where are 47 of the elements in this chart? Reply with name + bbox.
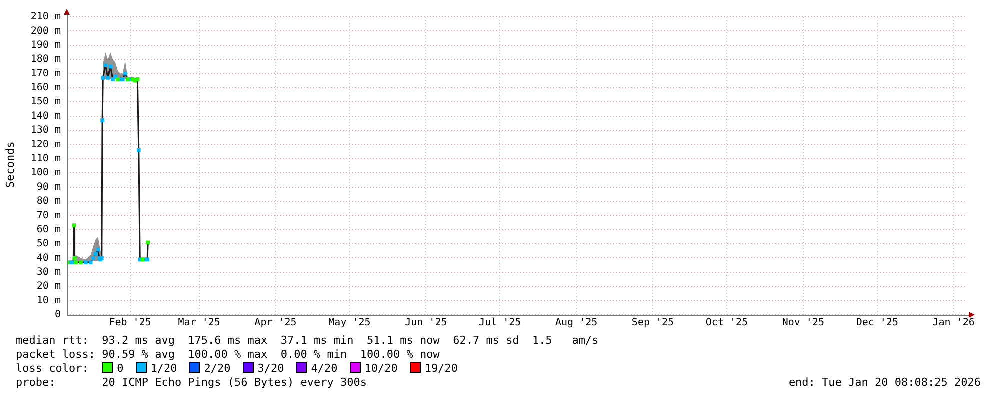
y-tick-label: 150 m	[30, 96, 61, 108]
x-tick-label: Feb '25	[109, 318, 152, 329]
y-tick-label: 130 m	[30, 125, 61, 136]
legend-label: 4/20	[310, 362, 338, 375]
y-tick-label: 70 m	[36, 210, 61, 222]
legend-label: 10/20	[364, 362, 398, 375]
x-tick-label: Nov '25	[782, 318, 825, 329]
legend-label: 1/20	[150, 362, 178, 375]
text: packet loss: 90.59 % avg 100.00 % max 0.00 % min 100.00 % now	[16, 348, 441, 362]
legend-label: 19/20	[424, 362, 458, 375]
x-tick-label: Sep '25	[632, 318, 674, 329]
x-tick-label: May '25	[328, 318, 371, 329]
y-tick-label: 10 m	[36, 295, 61, 306]
x-tick-label: Dec '25	[856, 318, 898, 329]
x-tick-label: Aug '25	[555, 318, 598, 329]
y-tick-label: 180 m	[30, 54, 61, 66]
y-tick-label: 80 m	[36, 196, 61, 208]
legend-label: 3/20	[256, 362, 284, 375]
y-tick-label: 50 m	[36, 238, 61, 250]
x-tick-label: Mar '25	[178, 318, 220, 329]
y-tick-label: 0	[54, 310, 61, 321]
y-tick-label: 200 m	[30, 26, 61, 37]
x-tick-label: Jul '25	[479, 318, 522, 329]
y-tick-label: 160 m	[30, 82, 61, 94]
text: median rtt: 93.2 ms avg 175.6 ms max 37.1 ms min 51.1 ms now 62.7 ms sd 1.5 am/s	[16, 334, 600, 348]
y-tick-label: 60 m	[36, 224, 61, 236]
y-tick-label: 30 m	[36, 267, 61, 278]
y-tick-label: 20 m	[36, 281, 61, 292]
y-tick-label: 190 m	[30, 40, 61, 51]
y-tick-label: 90 m	[36, 182, 61, 193]
legend-label: 0	[116, 362, 124, 375]
y-tick-label: 170 m	[30, 68, 61, 80]
text: probe: 20 ICMP Echo Pings (56 Bytes) every 300s	[16, 376, 367, 389]
x-tick-label: Jan '26	[932, 318, 975, 329]
x-tick-label: Apr '25	[254, 318, 297, 329]
y-tick-label: 110 m	[30, 154, 61, 164]
y-tick-label: 210 m	[30, 12, 61, 23]
legend-label: 2/20	[203, 362, 231, 375]
text: end: Tue Jan 20 08:08:25 2026	[788, 376, 981, 390]
x-tick-label: Oct '25	[706, 318, 748, 329]
x-tick-label: Jun '25	[405, 318, 448, 329]
y-axis-title: Seconds	[4, 142, 17, 188]
y-tick-label: 100 m	[30, 168, 61, 179]
y-tick-label: 140 m	[30, 110, 61, 122]
y-tick-label: 40 m	[36, 252, 61, 264]
y-tick-label: 120 m	[30, 139, 61, 150]
legend-title: loss color:	[16, 362, 89, 375]
